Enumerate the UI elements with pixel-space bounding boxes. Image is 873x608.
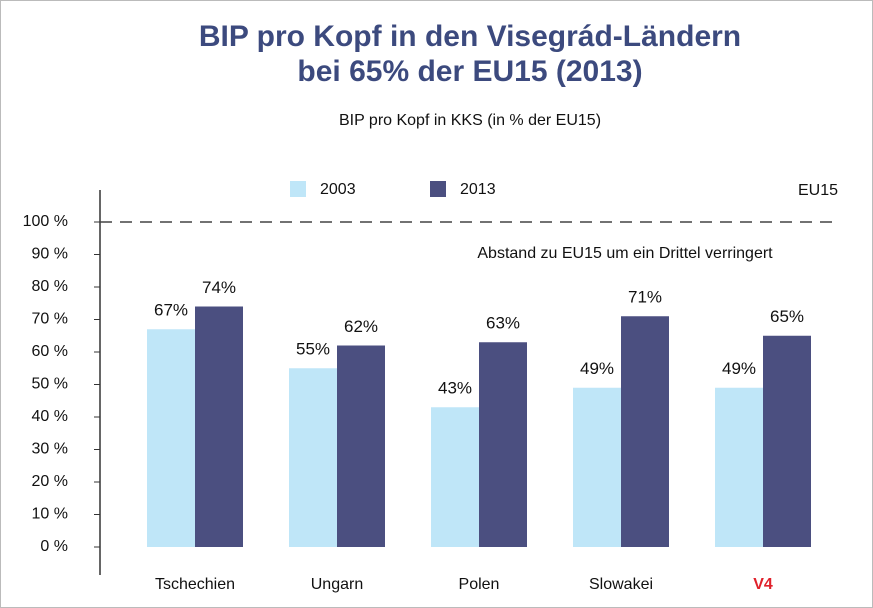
reference-label: EU15 [798,182,838,199]
chart-title: BIP pro Kopf in den Visegrád-Ländern [199,20,741,53]
y-tick-label: 80 % [32,278,68,295]
bar [431,407,479,547]
data-label: 49% [580,359,614,378]
legend-swatch [430,181,446,197]
bar [479,342,527,547]
data-label: 43% [438,379,472,398]
bar [289,368,337,547]
y-tick-label: 0 % [40,538,68,555]
y-tick-label: 30 % [32,441,68,458]
bar [147,329,195,547]
y-tick-label: 90 % [32,246,68,263]
x-tick-label: Ungarn [311,576,363,593]
y-tick-label: 70 % [32,311,68,328]
legend-label: 2003 [320,181,356,198]
bar [715,387,763,547]
legend-label: 2013 [460,181,496,198]
y-tick-label: 40 % [32,408,68,425]
chart-title: bei 65% der EU15 (2013) [297,55,642,88]
data-label: 71% [628,288,662,307]
bar [621,316,669,547]
data-label: 62% [344,317,378,336]
x-tick-label: Tschechien [155,576,235,593]
x-tick-label: Polen [459,576,500,593]
bar [573,387,621,547]
chart-subtitle: BIP pro Kopf in KKS (in % der EU15) [339,112,601,129]
data-label: 67% [154,301,188,320]
x-tick-label: Slowakei [589,576,653,593]
data-label: 49% [722,359,756,378]
x-tick-label: V4 [753,576,773,593]
y-tick-label: 100 % [23,213,68,230]
bar [195,306,243,547]
data-label: 65% [770,307,804,326]
bar [763,335,811,547]
y-tick-label: 60 % [32,343,68,360]
data-label: 55% [296,340,330,359]
bar [337,345,385,547]
data-label: 63% [486,314,520,333]
legend-swatch [290,181,306,197]
y-tick-label: 10 % [32,506,68,523]
y-tick-label: 50 % [32,376,68,393]
annotation: Abstand zu EU15 um ein Drittel verringer… [477,245,773,262]
y-tick-label: 20 % [32,473,68,490]
data-label: 74% [202,278,236,297]
